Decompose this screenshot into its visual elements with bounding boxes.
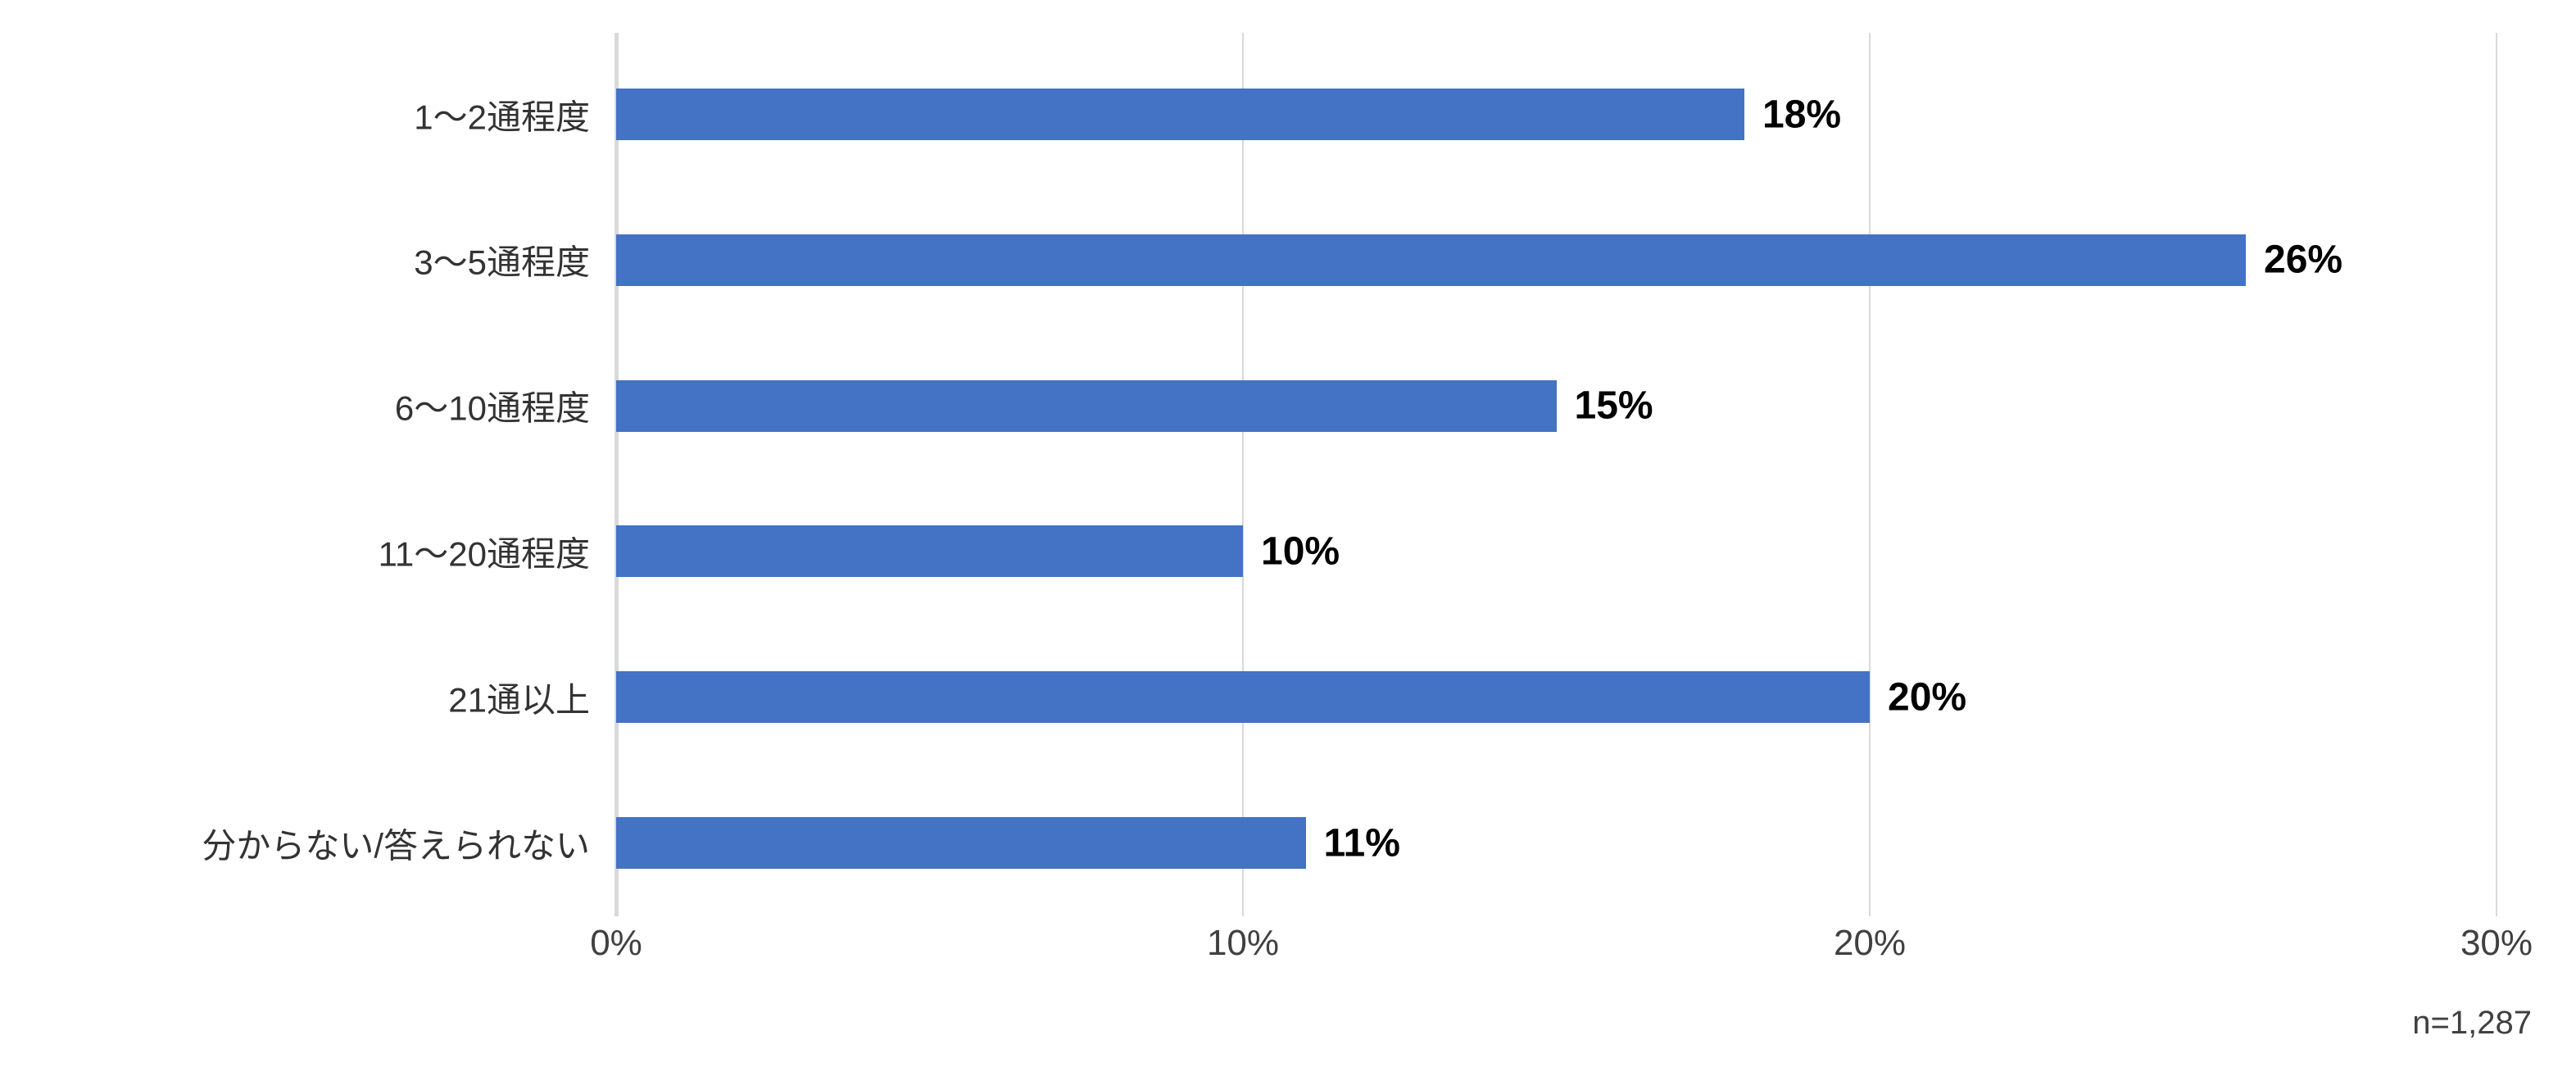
data-label: 10% [1261,529,1340,574]
bar [616,671,1870,724]
category-label: 分からない/答えられない [202,826,590,865]
data-label: 20% [1888,675,1967,720]
category-label: 21通以上 [448,680,590,720]
x-axis-tick-label: 0% [590,923,642,963]
category-axis-line [614,33,619,916]
data-label: 26% [2264,238,2343,282]
x-axis-tick-label: 10% [1206,923,1280,963]
gridline [1869,33,1871,916]
category-label: 6〜10通程度 [394,388,590,428]
bar [616,89,1744,140]
category-label: 1〜2通程度 [414,98,590,136]
category-label: 3〜5通程度 [414,243,590,282]
data-label: 11% [1323,821,1400,865]
gridline [2496,33,2497,916]
category-label: 11〜20通程度 [378,534,590,574]
x-axis-tick-label: 30% [2460,923,2533,963]
bar [616,379,1557,432]
data-label: 18% [1762,93,1842,136]
sample-size-note: n=1,287 [2412,1005,2532,1041]
bar [616,817,1306,869]
data-label: 15% [1574,384,1653,428]
gridline [1242,33,1244,916]
bar [616,525,1243,578]
x-axis-tick-label: 20% [1833,923,1907,963]
bar [616,234,2246,286]
